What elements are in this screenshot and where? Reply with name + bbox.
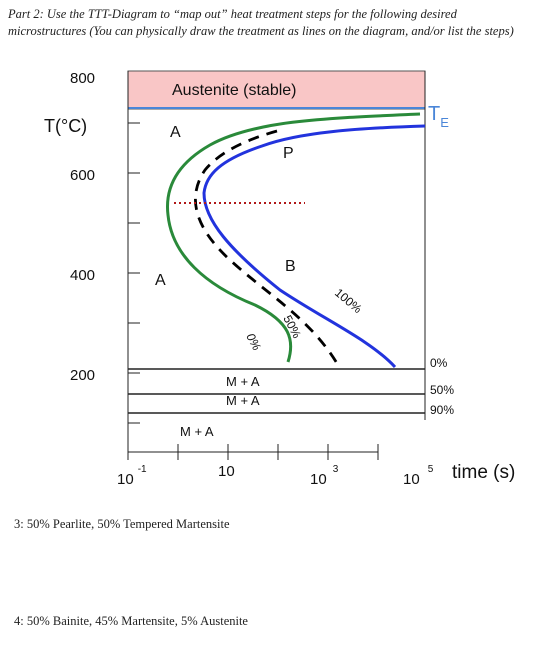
y-tick-200: 200 [70, 367, 95, 384]
region-b: B [285, 258, 296, 275]
m-plus-a-2: M + A [226, 393, 260, 408]
m50-label: 50% [430, 383, 454, 397]
x-tick-0: 10-1 [117, 464, 147, 488]
answer-3: 3: 50% Pearlite, 50% Tempered Martensite [14, 517, 230, 531]
m-plus-a-3: M + A [180, 424, 214, 439]
curve-label-100pct: 100% [332, 286, 365, 317]
x-tick-1: 10 [218, 463, 235, 480]
austenite-stable-region [127, 70, 426, 110]
x-tick-3: 105 [403, 464, 434, 488]
finish-curve-100pct [202, 124, 426, 369]
start-curve-0pct [166, 112, 421, 363]
y-tick-800: 800 [70, 70, 95, 87]
m-plus-a-1: M + A [226, 374, 260, 389]
question-prompt: Part 2: Use the TTT-Diagram to “map out”… [8, 7, 514, 38]
y-tick-marks [128, 122, 140, 424]
x-tick-2: 103 [310, 464, 339, 488]
austenite-stable-label: Austenite (stable) [172, 82, 297, 99]
region-a-lower: A [155, 272, 166, 289]
x-tick-marks [177, 444, 379, 460]
curve-50pct [194, 129, 340, 366]
y-axis-label: T(°C) [44, 116, 87, 136]
x-axis-label: time (s) [452, 462, 515, 483]
y-tick-400: 400 [70, 267, 95, 284]
ms-label: 0% [430, 356, 448, 370]
m90-label: 90% [430, 403, 454, 417]
region-p: P [283, 145, 294, 162]
answer-4: 4: 50% Bainite, 45% Martensite, 5% Auste… [14, 614, 248, 628]
y-tick-600: 600 [70, 167, 95, 184]
region-a-upper: A [170, 124, 181, 141]
curve-label-0pct: 0% [243, 331, 264, 353]
te-label: TE [428, 103, 449, 130]
